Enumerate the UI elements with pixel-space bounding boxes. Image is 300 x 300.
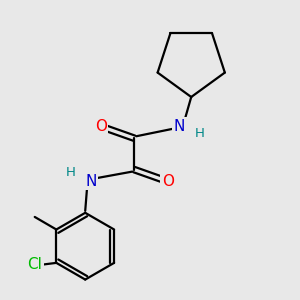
Text: H: H [195, 127, 205, 140]
Text: N: N [174, 119, 185, 134]
Text: O: O [162, 174, 174, 189]
Text: Cl: Cl [27, 257, 42, 272]
Text: O: O [95, 119, 107, 134]
Text: N: N [85, 174, 97, 189]
Text: H: H [66, 166, 76, 179]
